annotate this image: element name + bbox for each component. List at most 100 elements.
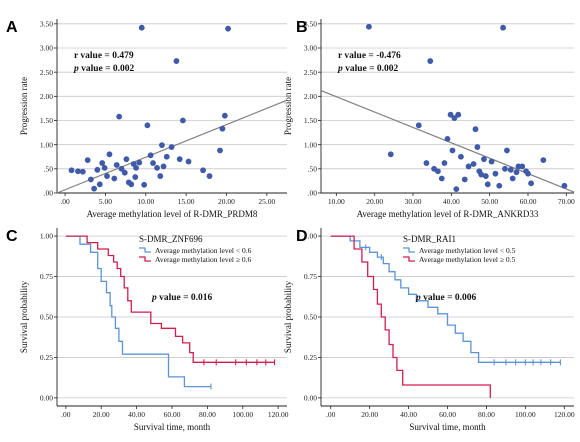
y-tick-label: 1.00 [304,140,317,149]
data-point [121,169,128,176]
x-tick-label: 60.00 [439,410,456,419]
x-tick-label: 40.00 [128,410,145,419]
data-point [540,157,547,164]
legend-entry: Average methylation level < 0.6 [155,246,252,255]
x-axis-label: Survival time, month [409,422,486,432]
x-axis-label: Survival time, month [134,422,211,432]
data-point [455,111,462,118]
stat-annotation: r value = -0.476 [338,51,401,61]
data-point [94,166,101,173]
y-axis-label: Survival probability [283,280,293,353]
data-point [144,122,151,129]
data-point [163,153,170,160]
data-point [157,173,164,179]
data-point [484,181,491,188]
y-tick-label: 2.00 [40,92,53,101]
data-point [225,25,231,32]
data-point [128,181,135,188]
data-point [176,156,183,163]
data-point [458,153,464,160]
data-point [99,160,106,166]
data-point [507,166,514,173]
data-point [68,167,75,174]
x-tick-label: 80.00 [199,410,216,419]
x-tick-label: 20.00 [361,410,378,419]
data-point [185,158,192,165]
data-point [478,171,485,178]
data-point [461,176,468,183]
legend-swatch [403,256,415,262]
x-axis-label: Average methylation level of R-DMR_ANKRD… [357,209,539,219]
data-point [159,142,165,149]
panel-a: A .00 5.00 10.00 15.00 20.00 25.00 .00 .50 1.00 1.… [6,19,288,219]
y-axis-label: Survival probability [19,280,29,353]
x-tick-label: 100.00 [232,410,253,419]
data-point [444,135,451,142]
legend-swatch [139,247,151,253]
data-point [147,152,154,159]
data-point [75,168,81,175]
stat-annotation: p value = 0.002 [337,64,399,74]
data-point [123,156,130,163]
x-tick-label: 25.00 [258,197,275,206]
data-point [84,157,91,164]
data-point [453,186,460,193]
y-tick-label: 1.50 [304,116,317,125]
data-point [474,144,481,150]
data-point [513,169,520,176]
x-tick-label: 20.00 [366,197,383,206]
y-tick-label: 0.25 [304,353,317,362]
y-tick-label: 0.75 [40,272,53,281]
y-tick-label: .50 [308,164,318,173]
y-tick-label: 0.25 [40,353,53,362]
x-tick-label: 10.00 [137,197,154,206]
x-tick-label: 10.00 [328,197,345,206]
y-tick-label: 3.50 [40,19,53,28]
x-tick-label: 120.00 [268,410,289,419]
x-axis-label: Average methylation level of R-DMR_PRDM8 [87,209,258,219]
data-point [496,182,503,189]
data-point [500,24,506,31]
y-tick-label: 3.00 [40,44,53,53]
x-tick-label: 120.00 [554,410,575,419]
data-point [168,144,175,150]
data-point [173,58,180,64]
y-tick-label: 1.50 [40,116,53,125]
data-point [200,167,206,174]
data-point [91,185,98,192]
legend-swatch [403,247,415,253]
data-point [113,162,120,168]
legend-title: S-DMR_ZNF696 [139,234,203,244]
legend-entry: Average methylation level ≥ 0.5 [419,255,515,264]
x-tick-label: 60.00 [520,197,537,206]
km-curve-1 [65,235,275,363]
y-tick-label: .50 [44,164,54,173]
data-point [219,125,226,132]
y-tick-label: 3.00 [304,44,317,53]
panel-letter: D [296,228,308,245]
x-tick-label: 40.00 [443,197,460,206]
y-tick-label: 0.50 [40,313,53,322]
y-axis-label: Progression rate [283,77,293,135]
stat-annotation: p value = 0.002 [73,64,135,74]
data-point [441,160,448,166]
y-tick-label: 2.00 [304,92,317,101]
data-point [427,58,434,64]
data-point [141,181,148,188]
stat-annotation: p value = 0.016 [151,293,213,303]
legend-title: S-DMR_RAI1 [403,234,456,244]
y-tick-label: .00 [308,189,318,198]
data-point [447,111,454,118]
data-point [79,168,86,175]
panel-letter: B [296,19,308,36]
y-tick-label: .00 [44,189,54,198]
x-tick-label: .00 [326,410,336,419]
panel-letter: A [6,19,18,36]
data-point [206,173,213,179]
data-point [179,117,186,124]
data-point [502,165,508,172]
km-curve-1 [330,235,491,398]
data-point [138,24,145,31]
data-point [528,180,534,187]
